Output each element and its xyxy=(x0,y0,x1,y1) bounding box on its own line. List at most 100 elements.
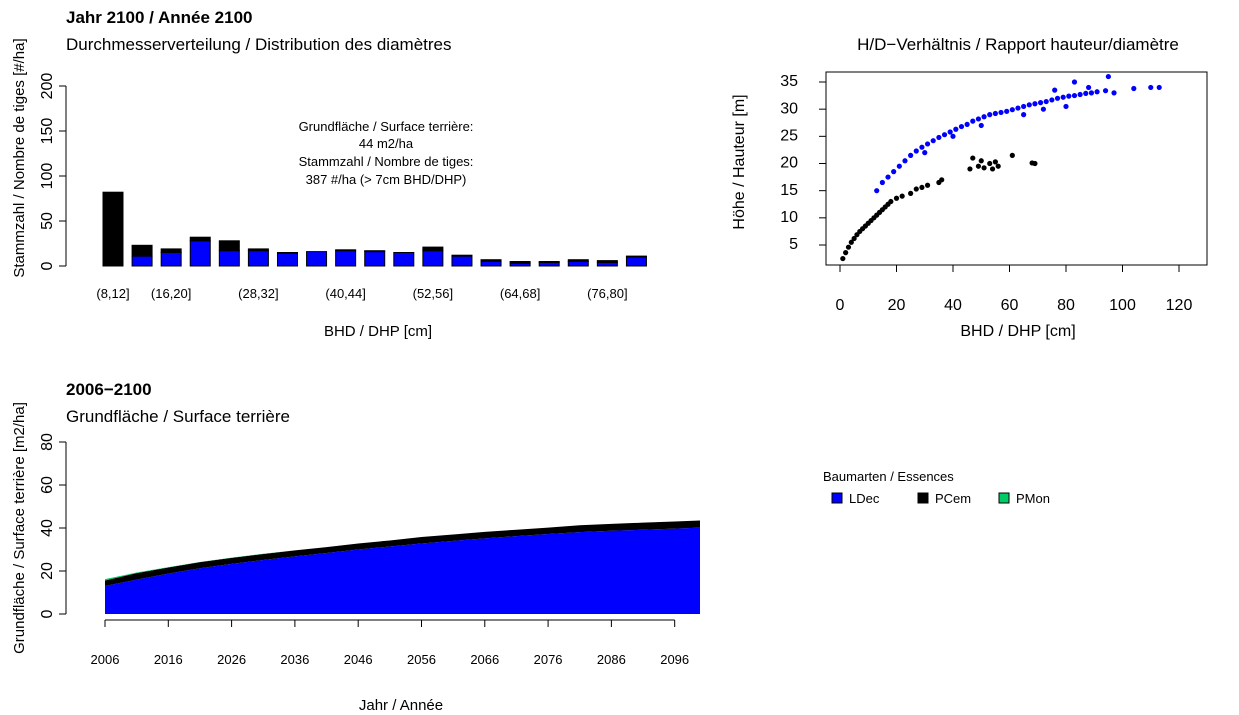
scatter-point-pcem xyxy=(992,159,998,165)
scatter-point-ldec xyxy=(908,152,914,158)
legend-swatch-pcem xyxy=(917,492,929,504)
bar-segment-pcem xyxy=(102,191,124,267)
scatter-point-ldec xyxy=(1040,106,1046,112)
scatter-y-tick-label: 5 xyxy=(789,236,798,253)
scatter-point-ldec xyxy=(1071,92,1078,99)
bar-segment-pcem xyxy=(596,260,618,263)
scatter-point-pcem xyxy=(1032,160,1038,167)
bar-segment-ldec xyxy=(160,252,182,267)
scatter-point-pcem xyxy=(919,184,925,191)
bar-segment-ldec xyxy=(189,240,211,267)
area-band-pcem xyxy=(105,520,700,587)
area-x-tick-label: 2066 xyxy=(470,652,499,667)
area-x-tick-label: 2016 xyxy=(154,652,183,667)
area-x-tick-label: 2096 xyxy=(660,652,689,667)
scatter-y-tick-label: 30 xyxy=(780,100,798,117)
bar-segment-ldec xyxy=(364,251,386,267)
area-chart-title: 2006−2100 xyxy=(66,380,152,399)
bar-y-tick-label: 100 xyxy=(39,163,56,190)
scatter-point-ldec xyxy=(1009,107,1015,113)
bar-segment-ldec xyxy=(393,252,415,267)
scatter-point-ldec xyxy=(1131,85,1137,92)
area-y-axis-label: Grundfläche / Surface terrière [m2/ha] xyxy=(11,402,28,654)
scatter-point-pcem xyxy=(981,165,987,171)
bar-segment-ldec xyxy=(131,255,153,267)
bar-y-axis-label: Stammzahl / Nombre de tiges [#/ha] xyxy=(11,38,28,277)
area-y-tick-label: 60 xyxy=(39,476,56,494)
scatter-x-tick-label: 0 xyxy=(836,297,845,314)
bar-segment-pcem xyxy=(218,240,240,252)
scatter-point-ldec xyxy=(1043,98,1049,105)
scatter-plot-box xyxy=(825,71,1208,266)
scatter-point-ldec xyxy=(953,126,959,132)
scatter-title: H/D−Verhältnis / Rapport hauteur/diamètr… xyxy=(857,35,1179,54)
scatter-point-ldec xyxy=(1063,103,1069,110)
scatter-point-ldec xyxy=(879,179,885,186)
legend-swatch-ldec xyxy=(831,492,843,504)
bar-segment-pcem xyxy=(276,252,298,254)
scatter-y-tick-label: 20 xyxy=(780,155,798,172)
bar-x-tick-label: (40,44] xyxy=(325,286,365,301)
species-legend: Baumarten / Essences LDec PCem PMon xyxy=(823,469,1050,506)
scatter-point-pcem xyxy=(978,158,984,164)
scatter-point-ldec xyxy=(998,109,1004,116)
bar-segment-ldec xyxy=(247,250,269,267)
scatter-point-pcem xyxy=(970,155,976,161)
scatter-point-pcem xyxy=(845,244,852,250)
bar-x-tick-label: (76,80] xyxy=(587,286,627,301)
bar-x-axis-label: BHD / DHP [cm] xyxy=(324,323,432,340)
basal-area-panel: 2006−2100 Grundfläche / Surface terrière… xyxy=(11,380,700,714)
scatter-point-ldec xyxy=(1156,84,1162,91)
scatter-point-ldec xyxy=(1148,84,1154,91)
bar-segment-ldec xyxy=(422,250,444,267)
scatter-point-ldec xyxy=(992,110,998,117)
scatter-point-ldec xyxy=(978,122,984,129)
bar-segment-pcem xyxy=(247,248,269,252)
scatter-point-ldec xyxy=(1037,100,1044,106)
bar-segment-ldec xyxy=(276,252,298,267)
bar-segment-ldec xyxy=(480,261,502,267)
bar-segment-pcem xyxy=(335,249,357,252)
scatter-point-ldec xyxy=(941,132,948,138)
scatter-point-ldec xyxy=(1054,95,1061,101)
scatter-point-ldec xyxy=(958,123,965,130)
legend-title: Baumarten / Essences xyxy=(823,469,954,484)
scatter-point-pcem xyxy=(848,239,854,245)
scatter-point-ldec xyxy=(1004,108,1010,114)
scatter-point-pcem xyxy=(908,190,914,196)
bar-segment-ldec xyxy=(596,261,618,267)
scatter-x-tick-label: 80 xyxy=(1057,297,1075,314)
bar-y-tick-label: 200 xyxy=(39,73,56,100)
scatter-point-pcem xyxy=(913,186,919,192)
scatter-point-ldec xyxy=(1032,101,1038,107)
scatter-x-tick-label: 20 xyxy=(888,297,906,314)
scatter-point-pcem xyxy=(893,195,900,201)
scatter-point-ldec xyxy=(913,148,919,154)
scatter-x-tick-label: 120 xyxy=(1166,297,1193,314)
scatter-point-pcem xyxy=(939,177,945,183)
bar-x-tick-label: (8,12] xyxy=(96,286,129,301)
scatter-point-pcem xyxy=(975,163,982,169)
legend-label-ldec: LDec xyxy=(849,491,880,506)
area-y-tick-label: 40 xyxy=(39,519,56,537)
scatter-point-pcem xyxy=(851,235,857,242)
scatter-y-tick-label: 10 xyxy=(780,209,798,226)
bar-segment-pcem xyxy=(509,261,531,264)
bar-segment-ldec xyxy=(567,261,589,267)
bar-chart-subtitle: Durchmesserverteilung / Distribution des… xyxy=(66,35,452,54)
annotation-line: 387 #/ha (> 7cm BHD/DHP) xyxy=(306,172,467,187)
scatter-point-ldec xyxy=(1071,79,1078,85)
scatter-point-ldec xyxy=(1026,102,1032,108)
area-y-tick-label: 20 xyxy=(39,562,56,580)
scatter-point-ldec xyxy=(987,112,993,118)
scatter-point-ldec xyxy=(1102,88,1109,94)
scatter-point-ldec xyxy=(1083,90,1089,97)
scatter-point-ldec xyxy=(1052,87,1058,93)
scatter-point-ldec xyxy=(970,118,976,124)
area-band-ldec xyxy=(105,527,700,614)
area-x-tick-label: 2086 xyxy=(597,652,626,667)
bar-chart-title: Jahr 2100 / Année 2100 xyxy=(66,8,253,27)
scatter-point-ldec xyxy=(1021,112,1027,118)
scatter-point-ldec xyxy=(1021,103,1027,110)
